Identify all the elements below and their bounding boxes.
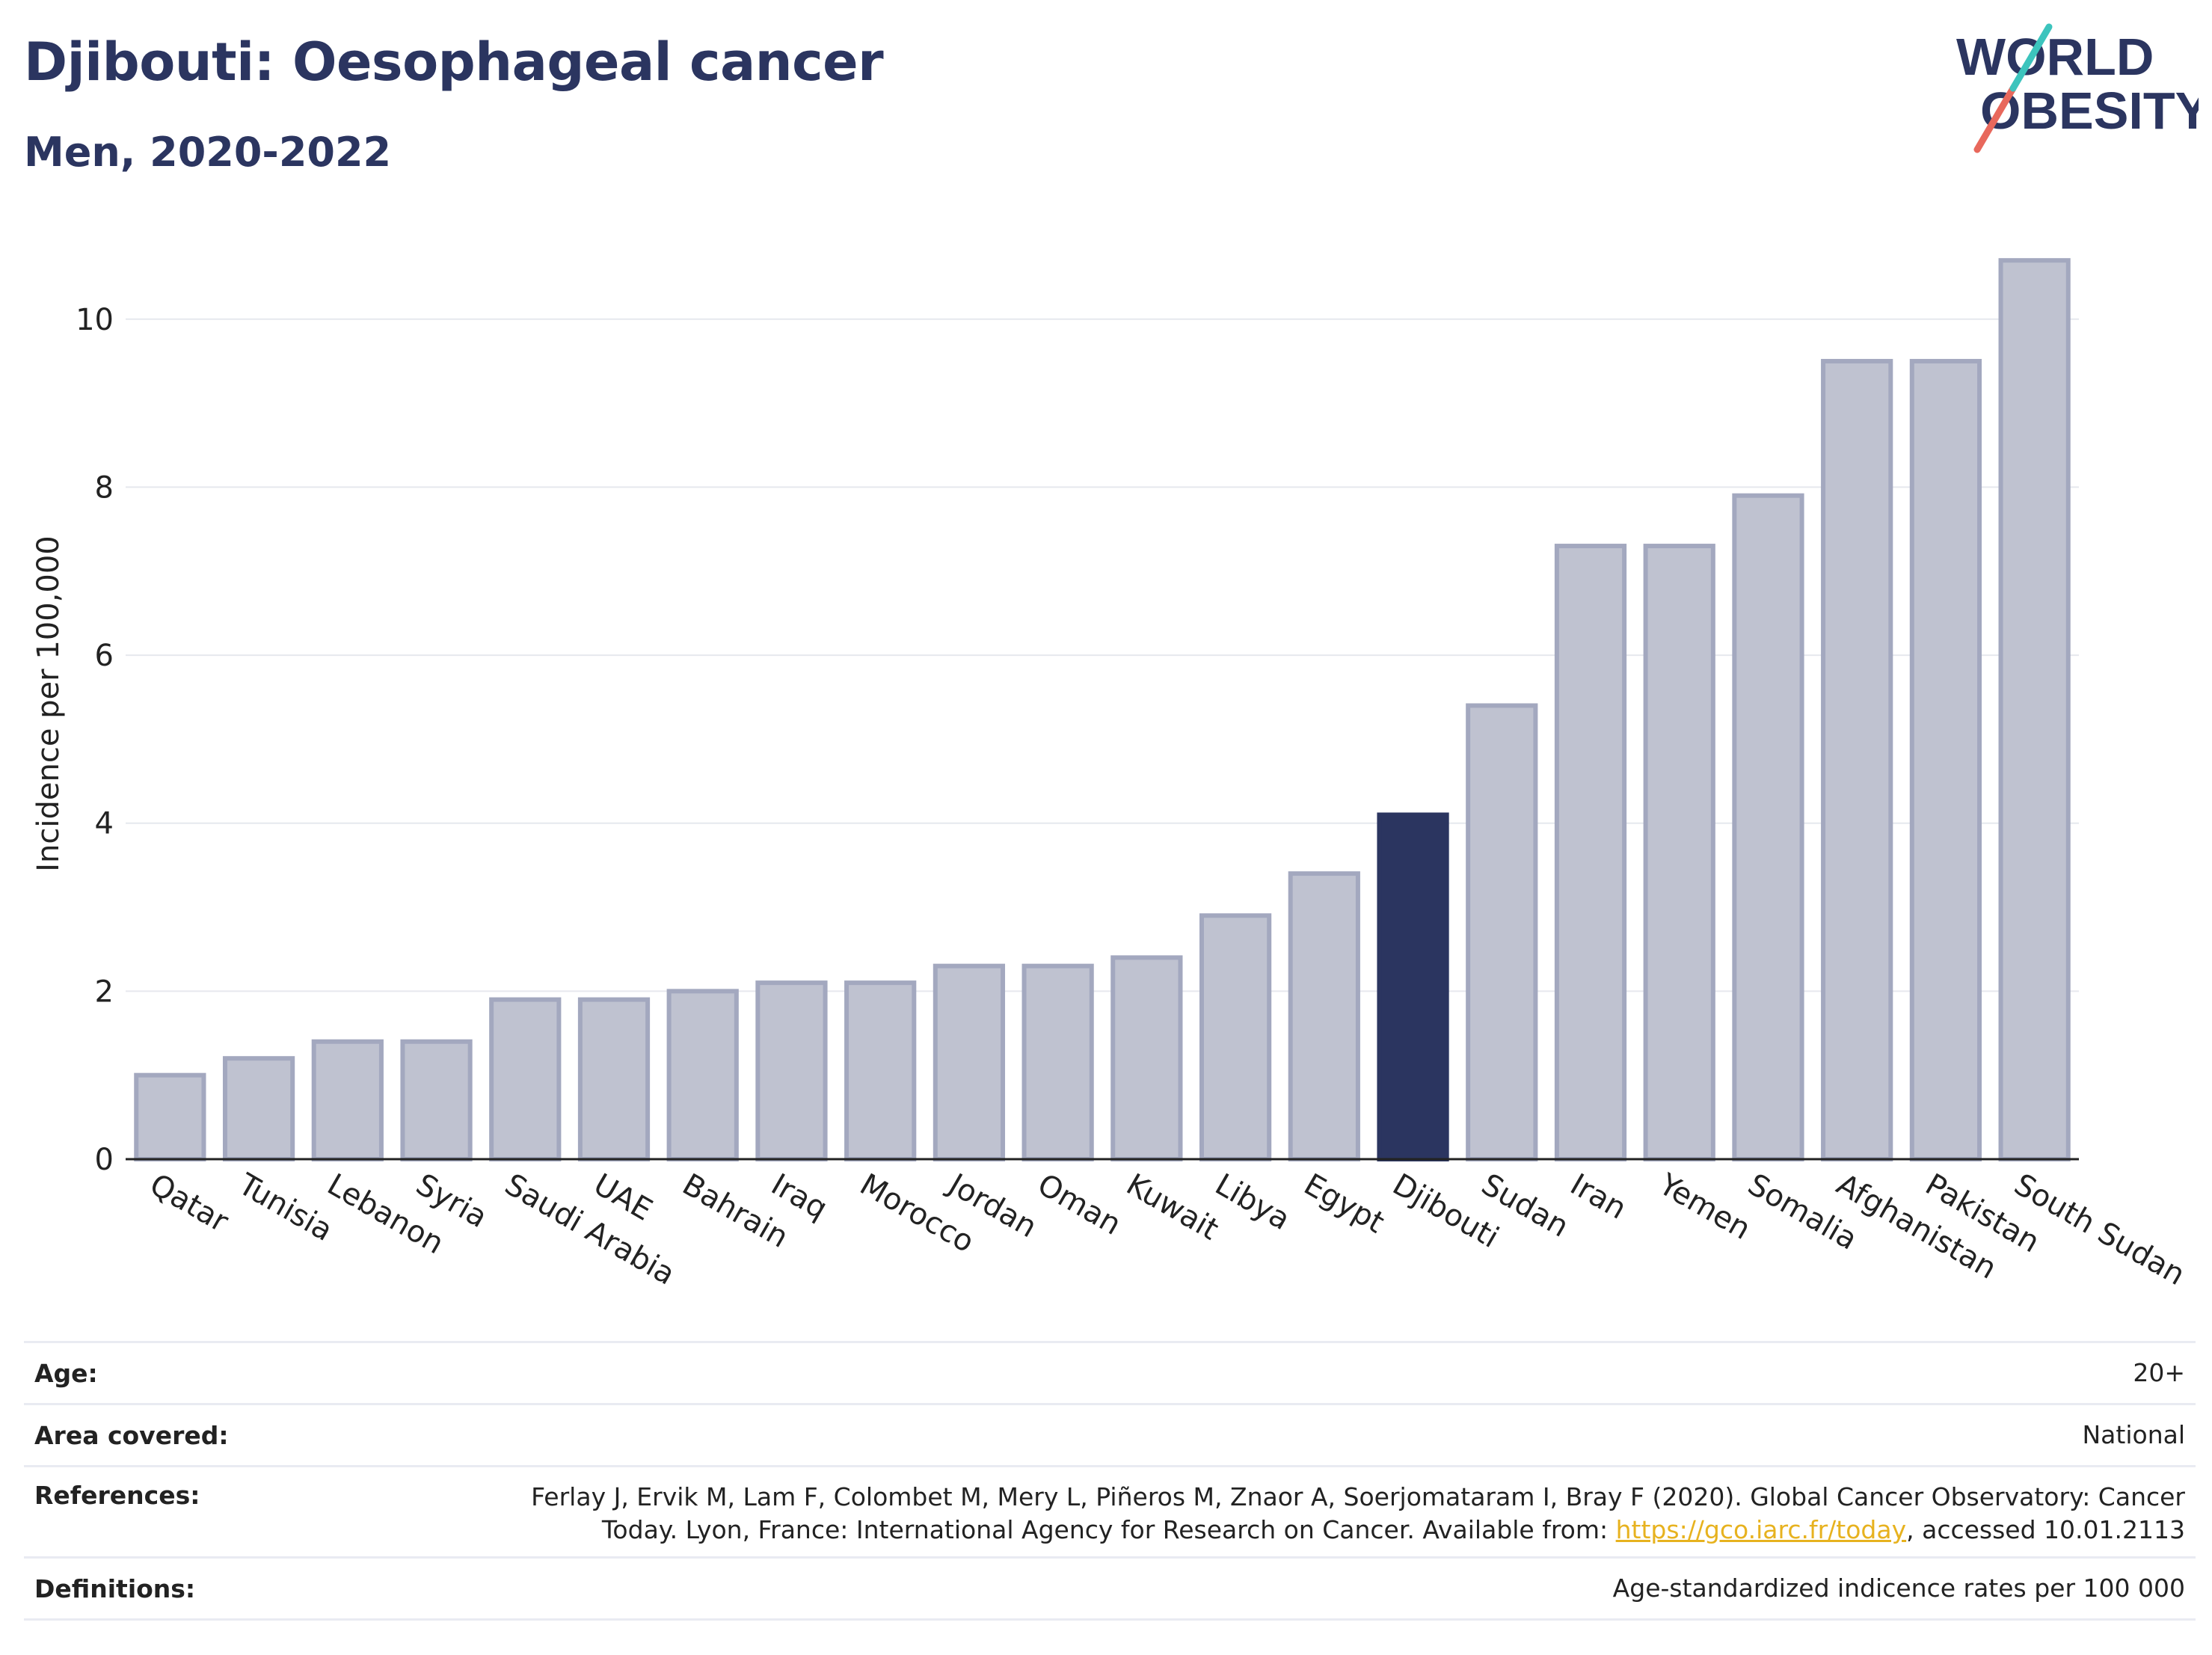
age-label: Age: xyxy=(34,1358,98,1388)
info-table: Age: 20+ Area covered: National Referenc… xyxy=(24,1341,2196,1621)
definitions-value: Age-standardized indicence rates per 100… xyxy=(1612,1573,2185,1603)
bar-bahrain xyxy=(666,989,739,1162)
y-tick-label: 6 xyxy=(95,639,114,673)
bar-sudan xyxy=(1466,703,1538,1161)
x-tick-label: Iran xyxy=(1564,1167,1632,1226)
references-line2-prefix: Today. Lyon, France: International Agenc… xyxy=(601,1515,1616,1544)
x-tick-label: Libya xyxy=(1209,1167,1296,1237)
references-line1: Ferlay J, Ervik M, Lam F, Colombet M, Me… xyxy=(531,1482,2185,1511)
world-obesity-logo: WORLD OBESITY xyxy=(1956,23,2199,153)
bar-qatar xyxy=(134,1072,206,1162)
references-label: References: xyxy=(34,1481,200,1510)
x-tick-label: Oman xyxy=(1032,1167,1127,1242)
bar-pakistan xyxy=(1909,358,1982,1162)
bar-libya xyxy=(1199,913,1272,1161)
references-line2-suffix: , accessed 10.01.2113 xyxy=(1906,1515,2185,1544)
bar-iran xyxy=(1554,544,1627,1161)
logo-word-obesity: OBESITY xyxy=(1980,82,2199,140)
bar-djibouti xyxy=(1377,812,1449,1162)
bar-oman xyxy=(1021,963,1094,1162)
area-value: National xyxy=(2082,1420,2185,1449)
y-tick-label: 2 xyxy=(95,974,114,1009)
y-tick-label: 10 xyxy=(76,303,114,337)
bar-iraq xyxy=(755,980,828,1161)
bar-kuwait xyxy=(1110,955,1183,1162)
bar-saudi-arabia xyxy=(489,997,562,1161)
definitions-label: Definitions: xyxy=(34,1573,196,1603)
bar-lebanon xyxy=(311,1039,384,1161)
x-tick-label: Kuwait xyxy=(1120,1167,1224,1247)
references-link[interactable]: https://gco.iarc.fr/today xyxy=(1615,1515,1907,1544)
y-tick-label: 8 xyxy=(95,470,114,505)
info-row-age: Age: 20+ xyxy=(24,1341,2196,1403)
logo-word-world: WORLD xyxy=(1956,28,2154,86)
bar-syria xyxy=(400,1039,473,1161)
info-row-area: Area covered: National xyxy=(24,1403,2196,1465)
bar-south-sudan xyxy=(1998,258,2071,1161)
area-label: Area covered: xyxy=(34,1420,229,1450)
y-tick-label: 4 xyxy=(95,807,114,841)
bar-uae xyxy=(577,997,651,1161)
bar-jordan xyxy=(933,963,1006,1162)
y-axis-label: Incidence per 100,000 xyxy=(31,535,66,872)
x-tick-label: Saudi Arabia xyxy=(499,1167,681,1292)
chart-title: Djibouti: Oesophageal cancer xyxy=(24,31,884,93)
age-value: 20+ xyxy=(2133,1358,2185,1387)
references-value: Ferlay J, Ervik M, Lam F, Colombet M, Me… xyxy=(531,1481,2185,1547)
x-tick-label: Tunisia xyxy=(232,1167,338,1248)
x-tick-label: Qatar xyxy=(144,1167,234,1239)
y-axis-ticks: 0 2 4 6 8 10 xyxy=(76,303,114,1177)
bar-afghanistan xyxy=(1821,358,1893,1162)
x-tick-label: Yemen xyxy=(1653,1167,1757,1247)
bar-tunisia xyxy=(222,1056,295,1161)
bar-morocco xyxy=(844,980,917,1161)
logo-slash-coral xyxy=(1973,85,2017,153)
bar-yemen xyxy=(1643,544,1715,1161)
info-row-definitions: Definitions: Age-standardized indicence … xyxy=(24,1556,2196,1621)
bars xyxy=(134,258,2071,1162)
bar-somalia xyxy=(1732,493,1804,1161)
info-row-references: References: Ferlay J, Ervik M, Lam F, Co… xyxy=(24,1465,2196,1556)
logo-slash-teal xyxy=(2009,23,2053,92)
chart-subtitle: Men, 2020-2022 xyxy=(24,129,392,176)
y-tick-label: 0 xyxy=(95,1143,114,1177)
x-tick-label: Egypt xyxy=(1298,1167,1390,1241)
bar-egypt xyxy=(1288,871,1360,1162)
